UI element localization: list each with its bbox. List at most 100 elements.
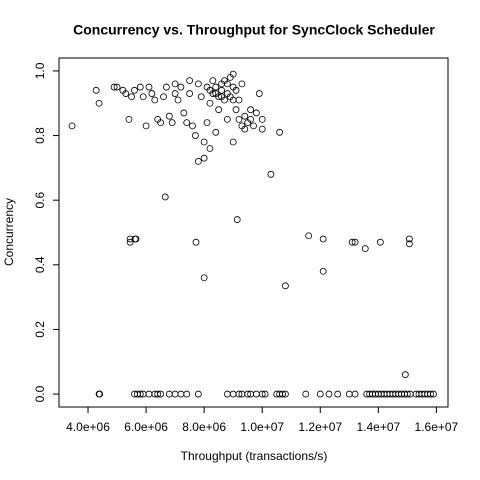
point <box>183 119 191 127</box>
x-tick-label: 1.6e+07 <box>415 420 459 434</box>
point <box>282 282 289 290</box>
point <box>401 371 409 379</box>
point <box>186 90 194 97</box>
point <box>282 390 289 398</box>
point <box>142 122 150 130</box>
point <box>427 390 434 398</box>
point <box>218 93 225 101</box>
point <box>232 106 240 114</box>
point <box>233 216 241 223</box>
point <box>171 80 179 88</box>
point <box>258 390 266 398</box>
point <box>212 128 220 136</box>
y-tick-label: 1.0 <box>33 62 47 79</box>
point <box>192 132 199 139</box>
point <box>223 80 231 88</box>
point <box>157 390 165 398</box>
point <box>174 96 182 104</box>
point <box>247 115 254 123</box>
point <box>212 83 220 91</box>
point <box>194 80 202 88</box>
point <box>160 93 167 101</box>
point <box>192 238 200 246</box>
point <box>238 80 246 88</box>
x-tick-label: 1.2e+07 <box>298 420 342 434</box>
point <box>319 267 327 275</box>
point <box>189 122 196 130</box>
point <box>218 86 225 94</box>
point <box>430 390 437 398</box>
point <box>209 77 217 85</box>
x-tick-label: 1.0e+07 <box>240 420 284 434</box>
point <box>267 170 275 178</box>
point <box>194 390 202 398</box>
chart-title: Concurrency vs. Throughput for SyncClock… <box>73 22 435 38</box>
point <box>132 235 140 243</box>
point <box>131 86 138 94</box>
point <box>194 158 202 165</box>
point <box>405 240 413 248</box>
point <box>223 115 231 123</box>
point <box>206 86 214 94</box>
point <box>177 83 185 91</box>
x-axis-label: Throughput (transactions/s) <box>181 449 328 463</box>
point <box>250 122 257 130</box>
y-tick-label: 0.2 <box>33 321 47 338</box>
point <box>110 83 118 91</box>
point <box>180 109 188 117</box>
point <box>122 90 130 97</box>
point <box>171 90 179 97</box>
point <box>351 390 359 398</box>
point <box>161 193 169 201</box>
point <box>325 390 333 398</box>
point <box>165 112 173 120</box>
point <box>258 115 266 123</box>
point <box>186 77 194 85</box>
point <box>348 238 356 246</box>
point <box>168 119 176 127</box>
point <box>276 128 284 136</box>
point <box>361 245 369 253</box>
x-tick-label: 6.0e+06 <box>124 420 168 434</box>
point <box>235 115 243 123</box>
point <box>235 390 243 398</box>
point <box>261 390 269 398</box>
point <box>68 122 76 130</box>
point <box>206 99 214 107</box>
point <box>229 70 237 78</box>
point <box>247 106 254 114</box>
point <box>253 109 260 117</box>
point <box>126 238 134 246</box>
point <box>316 390 324 398</box>
point <box>334 390 342 398</box>
point <box>405 235 413 243</box>
point <box>92 86 100 94</box>
y-tick-label: 0.4 <box>33 256 47 273</box>
point <box>145 83 153 91</box>
point <box>376 238 384 246</box>
point <box>136 83 144 91</box>
point <box>96 390 104 398</box>
point <box>206 145 214 152</box>
point <box>113 83 121 91</box>
point <box>351 238 359 246</box>
point <box>125 115 133 123</box>
y-tick-label: 0.0 <box>33 385 47 402</box>
point <box>258 125 266 133</box>
x-tick-label: 1.4e+07 <box>356 420 400 434</box>
x-tick-label: 4.0e+06 <box>66 420 110 434</box>
point <box>215 106 223 114</box>
point <box>183 390 191 398</box>
point <box>139 93 147 101</box>
point <box>151 96 159 104</box>
point <box>203 119 211 127</box>
point <box>244 390 252 398</box>
point <box>163 83 170 91</box>
point <box>95 99 103 107</box>
point <box>128 93 135 101</box>
point <box>279 390 286 398</box>
point <box>154 390 162 398</box>
